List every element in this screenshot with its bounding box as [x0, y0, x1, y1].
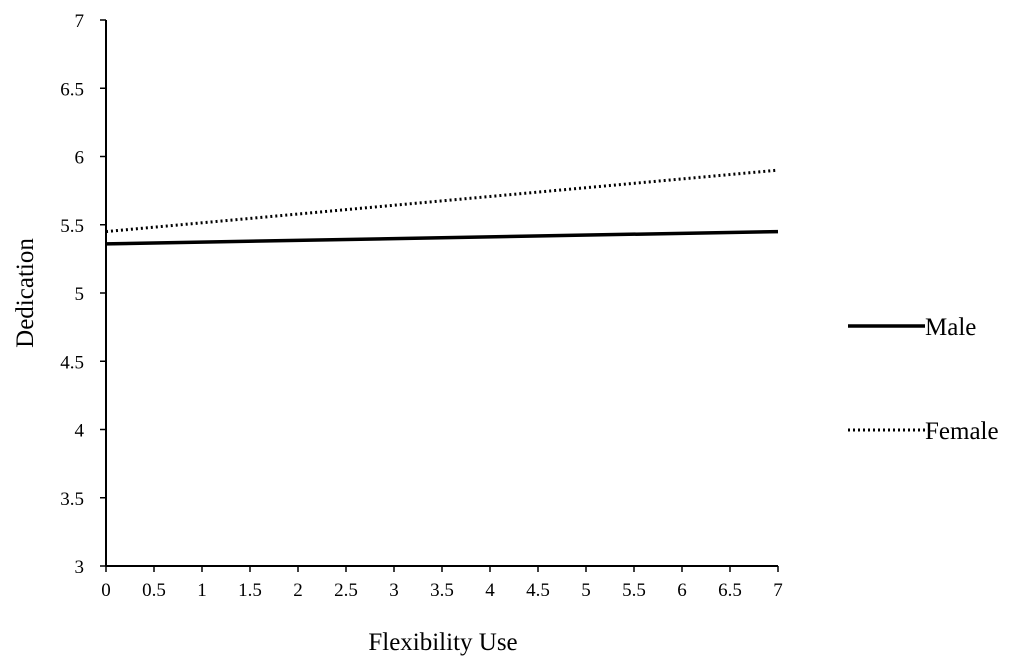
y-tick-label: 4 — [75, 421, 85, 442]
x-axis-title: Flexibility Use — [368, 629, 517, 656]
x-tick-label: 4.5 — [526, 580, 550, 601]
legend: Male Female — [848, 314, 999, 445]
x-tick-label: 3 — [389, 580, 399, 601]
legend-label-male: Male — [925, 314, 976, 341]
y-tick-label: 4.5 — [60, 352, 84, 373]
x-tick-label: 0.5 — [142, 580, 166, 601]
x-tick-label: 2 — [293, 580, 303, 601]
y-tick-label: 6.5 — [60, 79, 84, 100]
x-tick-label: 1.5 — [238, 580, 262, 601]
y-axis-ticks: 3 3.5 4 4.5 5 5.5 6 6.5 7 — [60, 11, 106, 578]
y-tick-label: 5.5 — [60, 216, 84, 237]
x-tick-label: 1 — [197, 580, 207, 601]
x-tick-label: 4 — [485, 580, 495, 601]
x-tick-label: 7 — [773, 580, 783, 601]
x-tick-label: 0 — [101, 580, 111, 601]
series-line-male — [105, 229, 779, 246]
x-tick-label: 2.5 — [334, 580, 358, 601]
y-tick-label: 7 — [75, 11, 85, 32]
x-axis-ticks: 0 0.5 1 1.5 2 2.5 3 3.5 4 4.5 5 5.5 6 6.5 7 — [101, 566, 783, 601]
x-tick-label: 6 — [677, 580, 687, 601]
y-tick-label: 5 — [75, 284, 85, 305]
y-tick-label: 3 — [75, 557, 85, 578]
y-tick-label: 6 — [75, 148, 85, 169]
x-tick-label: 5.5 — [622, 580, 646, 601]
x-tick-label: 3.5 — [430, 580, 454, 601]
x-tick-label: 6.5 — [718, 580, 742, 601]
x-tick-label: 5 — [581, 580, 591, 601]
series-line-female — [105, 168, 779, 234]
y-tick-label: 3.5 — [60, 489, 84, 510]
y-axis-title: Dedication — [12, 238, 39, 348]
legend-label-female: Female — [925, 418, 999, 445]
series-layer — [105, 168, 779, 246]
